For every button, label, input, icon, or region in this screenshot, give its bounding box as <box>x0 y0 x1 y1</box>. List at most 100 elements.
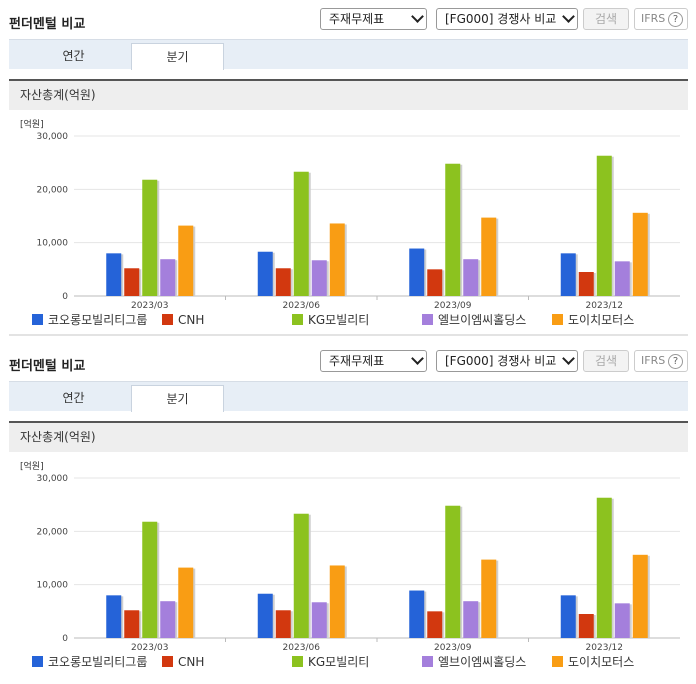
bar <box>445 505 461 638</box>
bar <box>106 595 122 638</box>
period-tabs: 연간 분기 <box>9 381 688 412</box>
bar <box>596 155 612 296</box>
bar <box>257 251 273 296</box>
search-button[interactable]: 검색 <box>583 350 629 372</box>
statement-select[interactable]: 주재무제표 <box>320 8 427 30</box>
bar <box>329 565 345 638</box>
x-tick-label: 2023/06 <box>283 301 321 310</box>
statement-select-value: 주재무제표 <box>329 12 385 26</box>
bar <box>409 248 425 296</box>
tab-quarterly[interactable]: 분기 <box>131 43 224 70</box>
legend-label: 엘브이엠씨홀딩스 <box>438 313 527 327</box>
compare-select[interactable]: [FG000] 경쟁사 비교 <box>436 8 578 30</box>
fundamental-panel: 펀더멘털 비교 주재무제표 [FG000] 경쟁사 비교 검색 IFRS ? 연… <box>9 8 688 336</box>
legend-swatch <box>32 656 43 667</box>
asset-bar-chart: 0 10,000 20,000 30,000 2023/03 2023/06 2023/09… <box>37 474 680 652</box>
bar <box>124 268 140 296</box>
asset-bar-chart: 0 10,000 20,000 30,000 2023/03 2023/06 2023/09… <box>37 132 680 310</box>
period-tabs: 연간 분기 <box>9 39 688 70</box>
chevron-down-icon <box>562 352 575 365</box>
tab-annual[interactable]: 연간 <box>62 49 85 63</box>
bar <box>275 610 291 638</box>
bar <box>124 610 140 638</box>
help-icon: ? <box>668 12 683 27</box>
legend-swatch <box>422 314 433 325</box>
legend-swatch <box>162 314 173 325</box>
y-tick-label: 0 <box>62 634 68 644</box>
compare-select-value: [FG000] 경쟁사 비교 <box>445 12 557 26</box>
bar <box>463 259 479 296</box>
compare-select[interactable]: [FG000] 경쟁사 비교 <box>436 350 578 372</box>
x-tick-label: 2023/12 <box>586 301 623 310</box>
legend-label: 도이치모터스 <box>568 313 635 327</box>
bar <box>178 225 194 296</box>
bar <box>463 601 479 638</box>
y-tick-label: 20,000 <box>37 185 69 195</box>
bar <box>481 559 497 638</box>
ifrs-button[interactable]: IFRS ? <box>634 8 688 30</box>
bar <box>409 590 425 638</box>
legend-label: KG모빌리티 <box>308 313 370 327</box>
bar <box>160 601 176 638</box>
bar <box>560 253 576 296</box>
bar <box>632 554 648 638</box>
bar <box>106 253 122 296</box>
bar <box>578 614 594 638</box>
x-tick-label: 2023/09 <box>434 643 472 652</box>
x-tick-label: 2023/12 <box>586 643 623 652</box>
bar <box>445 163 461 296</box>
panel-title: 펀더멘털 비교 <box>9 359 86 374</box>
y-tick-label: 30,000 <box>37 474 69 484</box>
legend-label: 코오롱모빌리티그룹 <box>48 313 148 327</box>
search-button[interactable]: 검색 <box>583 8 629 30</box>
bar <box>293 513 309 638</box>
bar <box>632 212 648 296</box>
bar <box>560 595 576 638</box>
unit-label: [억원] <box>20 462 44 472</box>
y-tick-label: 30,000 <box>37 132 69 142</box>
y-tick-label: 0 <box>62 292 68 302</box>
legend-label: KG모빌리티 <box>308 655 370 669</box>
y-tick-label: 20,000 <box>37 527 69 537</box>
ifrs-button[interactable]: IFRS ? <box>634 350 688 372</box>
x-tick-label: 2023/06 <box>283 643 321 652</box>
x-tick-label: 2023/03 <box>131 301 168 310</box>
x-tick-label: 2023/09 <box>434 301 472 310</box>
legend-swatch <box>162 656 173 667</box>
bar <box>275 268 291 296</box>
chart-legend: 코오롱모빌리티그룹 CNH KG모빌리티 엘브이엠씨홀딩스 도이치모터스 <box>32 654 682 670</box>
section-title: 자산총계(억원) <box>9 421 688 452</box>
tab-quarterly[interactable]: 분기 <box>131 385 224 412</box>
bar <box>481 217 497 296</box>
statement-select[interactable]: 주재무제표 <box>320 350 427 372</box>
bar <box>329 223 345 296</box>
chart-legend: 코오롱모빌리티그룹 CNH KG모빌리티 엘브이엠씨홀딩스 도이치모터스 <box>32 312 682 328</box>
unit-label: [억원] <box>20 120 44 130</box>
bar <box>142 179 158 296</box>
legend-label: 도이치모터스 <box>568 655 635 669</box>
bar <box>160 259 176 296</box>
legend-label: CNH <box>178 313 205 327</box>
legend-swatch <box>32 314 43 325</box>
legend-label: 코오롱모빌리티그룹 <box>48 655 148 669</box>
y-tick-label: 10,000 <box>37 581 69 591</box>
section-title: 자산총계(억원) <box>9 79 688 110</box>
legend-swatch <box>292 656 303 667</box>
chevron-down-icon <box>562 10 575 23</box>
bar <box>293 171 309 296</box>
bar <box>311 602 327 638</box>
bar <box>178 567 194 638</box>
statement-select-value: 주재무제표 <box>329 354 385 368</box>
chevron-down-icon <box>411 10 424 23</box>
legend-swatch <box>292 314 303 325</box>
bar <box>257 593 273 638</box>
legend-label: CNH <box>178 655 205 669</box>
ifrs-label: IFRS <box>641 12 666 25</box>
panel-title: 펀더멘털 비교 <box>9 17 86 32</box>
y-tick-label: 10,000 <box>37 239 69 249</box>
legend-swatch <box>552 656 563 667</box>
bar <box>596 497 612 638</box>
help-icon: ? <box>668 354 683 369</box>
tab-annual[interactable]: 연간 <box>62 391 85 405</box>
compare-select-value: [FG000] 경쟁사 비교 <box>445 354 557 368</box>
